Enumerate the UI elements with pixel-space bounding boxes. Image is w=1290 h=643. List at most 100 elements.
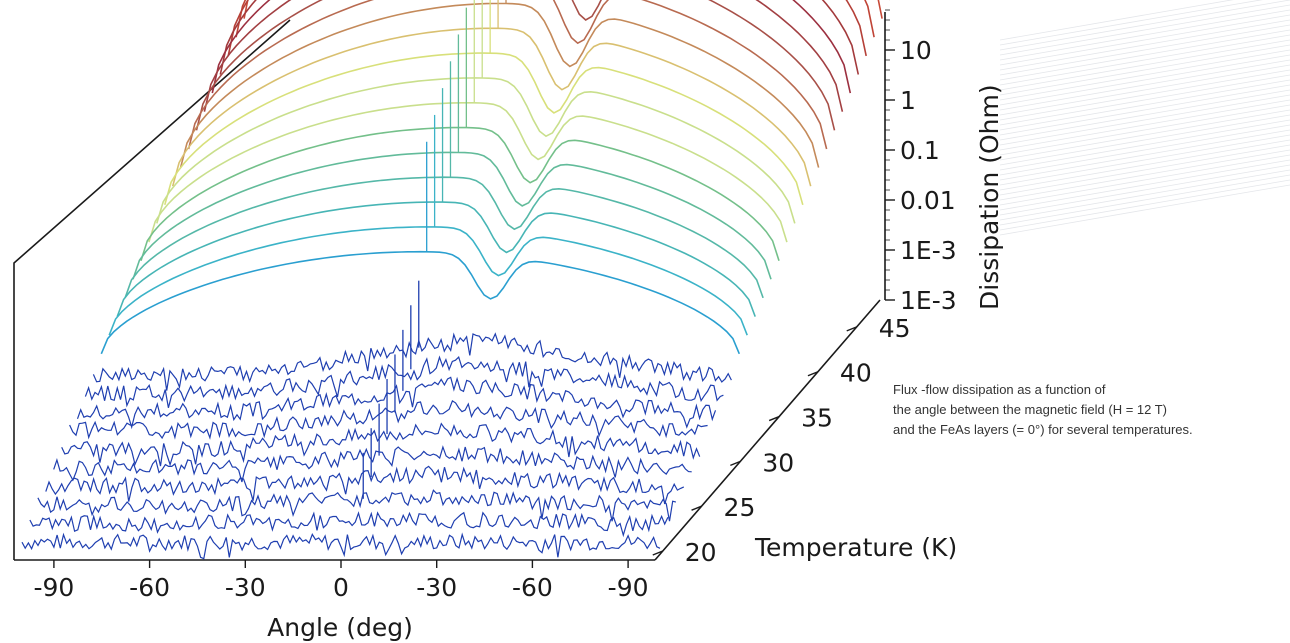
y-tick-label: 25 xyxy=(724,493,756,522)
figure-caption: Flux -flow dissipation as a function of … xyxy=(893,380,1283,440)
y-axis-label: Temperature (K) xyxy=(754,533,957,562)
y-tick-label: 30 xyxy=(762,448,794,477)
series-line-27K xyxy=(84,355,724,408)
decor-line xyxy=(1000,44,1290,96)
series-line-26K xyxy=(76,376,717,430)
decor-line xyxy=(1000,99,1290,151)
z-axis-label: Dissipation (Ohm) xyxy=(975,84,1004,310)
decor-line xyxy=(1000,0,1290,51)
decor-line xyxy=(1000,49,1290,101)
series-line-23K xyxy=(53,445,692,483)
series-line-20K xyxy=(29,511,669,538)
x-tick-label: -30 xyxy=(416,573,457,602)
series-line-46K xyxy=(235,0,875,38)
series-line-40K xyxy=(187,0,828,150)
series-line-47K xyxy=(243,0,883,19)
series-line-42K xyxy=(203,0,844,112)
decor-line xyxy=(1000,164,1290,216)
dissipation-axis-ticks: 1E-3 1E-3 0.01 0.1 1 10 xyxy=(885,9,957,315)
decor-line xyxy=(1000,169,1290,221)
y-tick-label: 35 xyxy=(801,404,833,433)
z-tick-label: 1E-3 xyxy=(900,286,957,315)
x-tick-label: 0 xyxy=(333,573,349,602)
decor-line xyxy=(1000,94,1290,146)
y-tick-label: 40 xyxy=(840,359,872,388)
decor-line xyxy=(1000,14,1290,66)
series-line-38K xyxy=(171,27,812,187)
decorative-lines xyxy=(1000,0,1290,236)
series-line-19K xyxy=(21,532,661,560)
y-tick-mark xyxy=(846,326,857,332)
decor-line xyxy=(1000,84,1290,136)
series-line-43K xyxy=(211,0,852,94)
decor-line xyxy=(1000,69,1290,121)
caption-line: the angle between the magnetic field (H … xyxy=(893,402,1168,417)
caption-line: and the FeAs layers (= 0°) for several t… xyxy=(893,422,1193,437)
decor-line xyxy=(1000,59,1290,111)
series-line-29K xyxy=(100,250,741,355)
series-line-44K xyxy=(219,0,860,75)
decor-line xyxy=(1000,154,1290,206)
decor-line xyxy=(1000,34,1290,86)
decor-line xyxy=(1000,29,1290,81)
angle-axis-ticks: -90 -60 -30 0 -30 -60 -90 xyxy=(33,560,649,602)
decor-line xyxy=(1000,39,1290,91)
x-tick-label: -90 xyxy=(608,573,649,602)
temperature-curves xyxy=(21,0,890,560)
decor-line xyxy=(1000,139,1290,191)
decor-line xyxy=(1000,144,1290,196)
x-tick-label: -60 xyxy=(129,573,170,602)
series-line-31K xyxy=(116,201,756,317)
y-tick-mark xyxy=(768,415,780,422)
series-line-21K xyxy=(37,489,677,522)
z-tick-label: 0.01 xyxy=(900,186,956,215)
x-axis-label: Angle (deg) xyxy=(267,613,413,642)
series-line-32K xyxy=(124,176,764,299)
decor-line xyxy=(1000,89,1290,141)
decor-line xyxy=(1000,114,1290,166)
series-line-25K xyxy=(69,400,708,440)
decor-line xyxy=(1000,174,1290,226)
series-line-35K xyxy=(148,102,788,243)
z-tick-label: 1 xyxy=(900,86,916,115)
series-line-39K xyxy=(179,2,820,168)
decor-line xyxy=(1000,159,1290,211)
decor-line xyxy=(1000,24,1290,76)
temperature-axis-line xyxy=(654,299,881,561)
decor-line xyxy=(1000,0,1263,46)
series-line-34K xyxy=(140,126,780,261)
decor-line xyxy=(1000,0,1234,41)
decor-line xyxy=(1000,129,1290,181)
series-line-30K xyxy=(108,226,748,336)
x-tick-label: -90 xyxy=(33,573,74,602)
x-tick-label: -60 xyxy=(512,573,553,602)
left-wall-edge xyxy=(13,19,291,560)
series-line-24K xyxy=(61,422,701,467)
decor-line xyxy=(1000,119,1290,171)
y-tick-mark xyxy=(691,505,702,511)
decor-line xyxy=(1000,179,1290,231)
y-tick-label: 45 xyxy=(879,314,911,343)
decor-line xyxy=(1000,79,1290,131)
decor-line xyxy=(1000,54,1290,106)
decor-line xyxy=(1000,104,1290,156)
y-tick-label: 20 xyxy=(685,538,717,567)
x-tick-label: -30 xyxy=(225,573,266,602)
caption-line: Flux -flow dissipation as a function of xyxy=(893,382,1106,397)
series-line-41K xyxy=(195,0,836,131)
series-line-28K xyxy=(92,332,732,391)
z-tick-label: 0.1 xyxy=(900,136,940,165)
series-line-33K xyxy=(132,151,772,280)
decor-line xyxy=(1000,124,1290,176)
series-line-22K xyxy=(45,465,685,505)
decor-line xyxy=(1000,4,1290,56)
series-line-36K xyxy=(156,77,796,224)
decor-line xyxy=(1000,74,1290,126)
decor-line xyxy=(1000,64,1290,116)
decor-line xyxy=(1000,184,1290,236)
y-tick-mark xyxy=(730,460,741,467)
y-tick-mark xyxy=(807,371,819,377)
z-tick-label: 10 xyxy=(900,36,932,65)
decor-line xyxy=(1000,19,1290,71)
